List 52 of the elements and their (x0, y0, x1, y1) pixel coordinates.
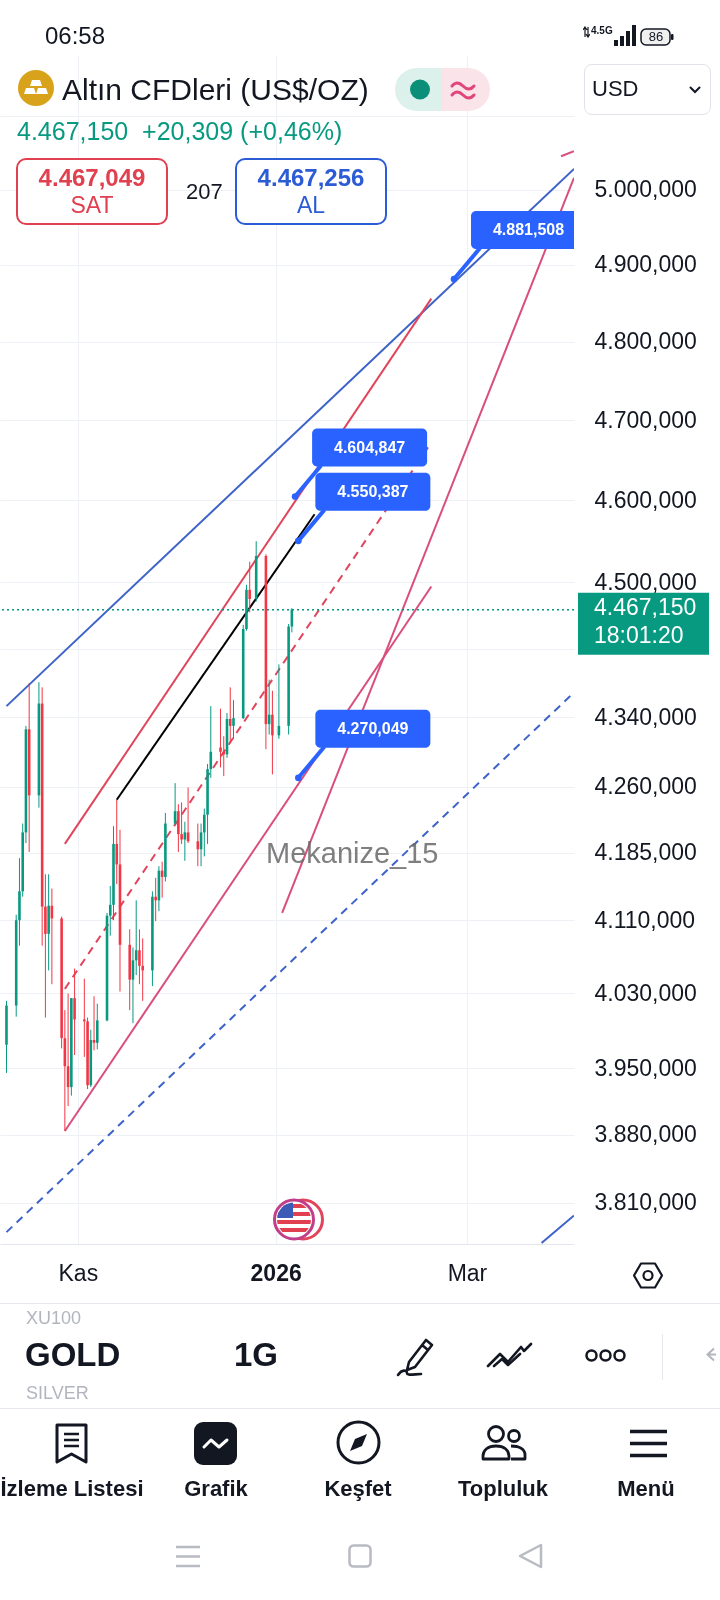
x-tick-label: 2026 (250, 1259, 302, 1286)
text: SILVER (26, 1382, 89, 1404)
y-tick-label: 3.880,000 (594, 1121, 697, 1148)
y-tick-label: 4.030,000 (594, 979, 697, 1006)
text: İzleme Listesi (0, 1476, 145, 1502)
text: Altın CFDleri (US$/OZ) (62, 72, 369, 108)
y-tick-label: 3.810,000 (594, 1189, 697, 1216)
annotation: 4.881,508 (492, 221, 565, 239)
y-tick-label: 4.340,000 (594, 703, 697, 730)
text: Menü (616, 1476, 676, 1502)
y-tick-label: 4.700,000 (594, 406, 697, 433)
annotation: 4.467,049 (38, 164, 146, 192)
y-tick-label: 4.600,000 (594, 486, 697, 513)
annotation: AL (296, 192, 326, 219)
candlestick (95, 1003, 99, 1050)
y-tick-label: 4.800,000 (594, 328, 697, 355)
ref-line-label: 4.467,150 (594, 593, 697, 620)
candlestick (271, 690, 274, 775)
x-tick-label: Kas (58, 1259, 99, 1286)
text: 4.467,150 +20,309 (+0,46%) (17, 116, 343, 147)
annotation: 4.467,256 (257, 164, 365, 192)
candlestick (177, 803, 180, 853)
annotation: 4.604,847 (334, 438, 406, 456)
text: GOLD (25, 1335, 121, 1375)
candlestick (154, 877, 157, 922)
text: 18:01:20 (594, 621, 684, 648)
y-tick-label: 3.950,000 (594, 1054, 697, 1081)
y-tick-label: 5.000,000 (594, 176, 697, 203)
text: 06:58 (45, 21, 106, 51)
text: Grafik (184, 1476, 248, 1501)
candlestick (73, 968, 76, 1056)
annotation: SAT (70, 192, 114, 219)
text: 1G (234, 1335, 279, 1375)
annotation: 4.270,049 (337, 719, 409, 737)
sell-box: 4.467,049 SAT (16, 158, 168, 225)
text: XU100 (26, 1307, 82, 1329)
y-tick-label: 4.185,000 (594, 839, 697, 866)
x-tick-label: Mar (447, 1259, 488, 1286)
text: Keşfet (323, 1476, 393, 1502)
text: Topluluk (457, 1476, 549, 1502)
text: 4.5G (591, 25, 613, 37)
buy-box: 4.467,256 AL (235, 158, 387, 225)
currency-field: USD (584, 64, 711, 115)
annotation: 207 (186, 178, 223, 206)
text: 86 (643, 29, 669, 45)
y-tick-label: 4.900,000 (594, 251, 697, 278)
y-tick-label: 4.500,000 (594, 568, 697, 595)
candlestick (232, 699, 235, 740)
annotation: 4.550,387 (337, 482, 409, 500)
y-tick-label: 4.110,000 (594, 906, 696, 933)
candlestick (248, 561, 252, 613)
y-tick-label: 4.260,000 (594, 773, 697, 800)
